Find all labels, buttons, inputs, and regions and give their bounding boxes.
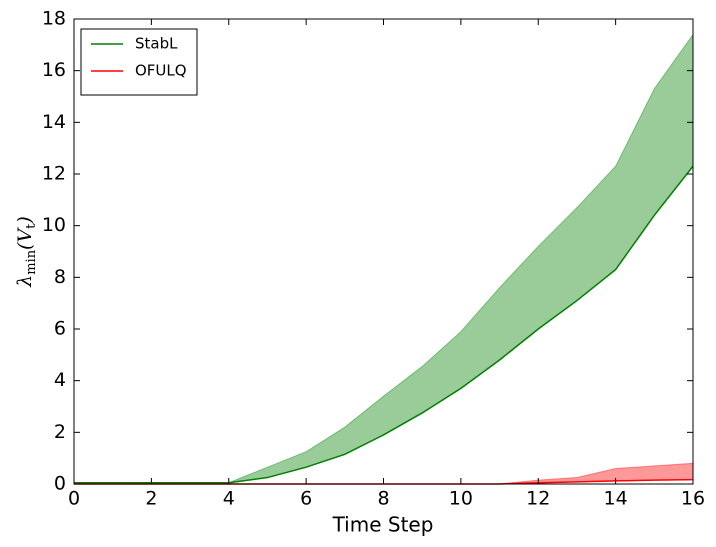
band <box>74 32 694 484</box>
y-tick-label: 2 <box>54 421 66 443</box>
legend-box <box>80 28 198 96</box>
y-axis-label-part: λ <box>14 275 36 288</box>
x-tick-label: 14 <box>604 488 628 510</box>
y-axis-label-part: t <box>24 223 39 229</box>
line <box>74 165 694 484</box>
y-tick-label: 14 <box>42 111 66 133</box>
y-tick-label: 4 <box>54 369 66 391</box>
y-tick-label: 18 <box>42 8 66 30</box>
y-tick-label: 0 <box>54 473 66 495</box>
legend-label: StabL <box>135 35 178 53</box>
x-tick-label: 10 <box>449 488 473 510</box>
x-tick-label: 4 <box>223 488 235 510</box>
legend-label: OFULQ <box>135 62 187 80</box>
x-tick-label: 2 <box>145 488 157 510</box>
y-tick-label: 6 <box>54 318 66 340</box>
x-tick-label: 16 <box>681 488 705 510</box>
y-axis-label: λmin(Vt) <box>14 216 39 288</box>
x-axis-label: Time Step <box>332 513 434 537</box>
y-axis-label-part: (V <box>14 227 36 250</box>
x-tick-label: 6 <box>300 488 312 510</box>
x-tick-label: 0 <box>68 488 80 510</box>
y-tick-label: 16 <box>42 59 66 81</box>
y-axis-label-part: ) <box>14 216 36 224</box>
y-tick-label: 8 <box>54 266 66 288</box>
y-tick-label: 10 <box>42 214 66 236</box>
x-tick-label: 8 <box>377 488 389 510</box>
y-tick-label: 12 <box>42 163 66 185</box>
x-tick-label: 12 <box>526 488 550 510</box>
y-axis-label-part: min <box>24 249 39 274</box>
